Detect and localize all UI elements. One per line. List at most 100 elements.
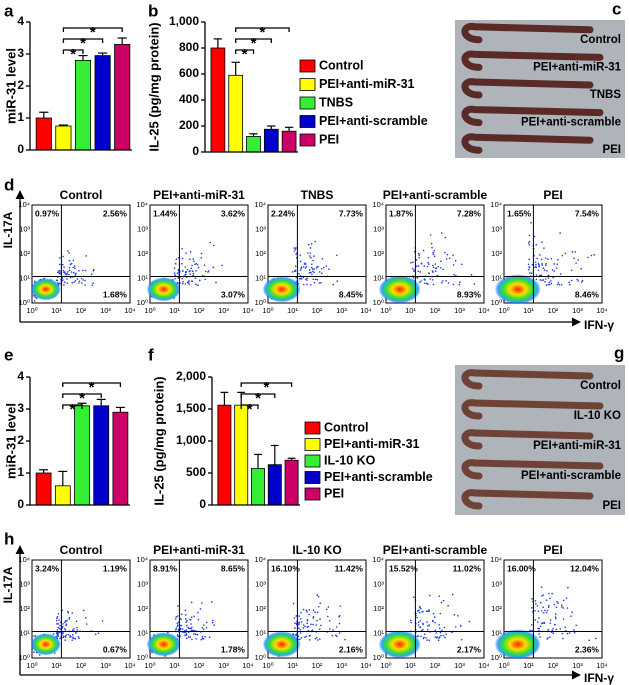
event-dot: [571, 251, 574, 253]
event-dot: [543, 247, 545, 249]
bar: [234, 404, 249, 506]
y-tick-label: 10³: [255, 224, 266, 233]
event-dot: [201, 635, 204, 638]
event-dot: [175, 616, 178, 618]
event-dot: [76, 626, 78, 629]
event-dot: [541, 264, 543, 266]
event-dot: [415, 265, 418, 268]
event-dot: [76, 629, 79, 631]
event-dot: [547, 277, 550, 279]
x-tick-label: 10²: [312, 306, 323, 315]
event-dot: [550, 282, 553, 285]
event-dot: [547, 628, 550, 631]
legend-swatch: [299, 96, 316, 110]
event-dot: [69, 263, 72, 266]
legend-label: PEI+anti-scramble: [319, 114, 428, 128]
bar: [74, 60, 92, 151]
x-tick-label: 10⁴: [124, 661, 136, 670]
event-dot: [207, 271, 209, 273]
event-dot: [336, 280, 339, 282]
event-dot: [189, 618, 191, 621]
event-dot: [77, 636, 80, 638]
y-tick-label: 10⁰: [137, 298, 148, 307]
event-dot: [570, 615, 572, 617]
event-dot: [413, 269, 415, 271]
event-dot: [546, 270, 548, 272]
y-tick-label: 10⁰: [255, 653, 266, 662]
event-dot: [202, 628, 205, 630]
event-dot: [64, 271, 66, 273]
event-dot: [300, 612, 302, 614]
y-tick-label: 10¹: [255, 273, 266, 282]
event-dot: [547, 606, 550, 609]
event-dot: [300, 267, 302, 270]
event-dot: [304, 625, 306, 628]
photo-label: PEI: [602, 144, 621, 156]
event-dot: [415, 259, 418, 261]
event-dot: [303, 263, 306, 265]
event-dot: [195, 283, 197, 286]
event-dot: [446, 253, 449, 256]
bar: [284, 459, 299, 506]
event-dot: [547, 258, 549, 261]
quadrant-upper-right: 1.19%: [103, 563, 128, 573]
event-dot: [434, 636, 437, 638]
x-tick-label: 10¹: [169, 306, 180, 315]
y-tick-label: 10¹: [255, 628, 266, 637]
significance-label: *: [69, 401, 75, 418]
event-dot: [459, 625, 462, 627]
event-dot: [538, 633, 540, 635]
event-dot: [409, 619, 412, 622]
y-tick-label: 10⁴: [18, 555, 30, 564]
event-dot: [62, 269, 65, 272]
event-dot: [587, 256, 589, 259]
event-dot: [176, 622, 179, 625]
event-dot: [82, 279, 84, 281]
bar: [94, 55, 111, 151]
y-tick-label: 10⁰: [373, 298, 384, 307]
event-dot: [194, 277, 197, 280]
event-dot: [65, 624, 67, 627]
event-dot: [78, 269, 80, 272]
event-dot: [207, 270, 210, 272]
photo-label: Control: [580, 34, 621, 46]
event-dot: [316, 594, 319, 596]
plot-title: Control: [60, 188, 103, 202]
x-tick-label: 10³: [336, 661, 347, 670]
colon-specimen: [461, 105, 604, 127]
event-dot: [417, 252, 420, 255]
event-dot: [57, 623, 60, 625]
event-dot: [74, 274, 77, 277]
event-dot: [66, 278, 68, 280]
x-tick-label: 10³: [572, 661, 583, 670]
event-dot: [336, 254, 338, 257]
event-dot: [328, 628, 331, 630]
event-dot: [308, 609, 311, 611]
event-dot: [534, 619, 537, 621]
event-dot: [528, 272, 531, 274]
event-dot: [320, 282, 322, 284]
event-dot: [527, 242, 530, 244]
event-dot: [424, 279, 426, 281]
event-dot: [436, 636, 438, 638]
event-dot: [420, 635, 422, 638]
event-dot: [561, 632, 564, 635]
event-dot: [314, 637, 317, 640]
x-tick-label: 10³: [336, 306, 347, 315]
event-dot: [212, 244, 215, 247]
x-tick-label: 10⁴: [360, 306, 372, 315]
event-dot: [205, 621, 208, 624]
event-dot: [201, 637, 204, 640]
event-dot: [199, 279, 201, 282]
event-dot: [427, 625, 429, 627]
event-dot: [314, 278, 317, 281]
event-dot: [58, 619, 60, 621]
event-dot: [326, 615, 329, 618]
event-dot: [539, 254, 541, 256]
event-dot: [423, 633, 426, 636]
event-dot: [177, 624, 179, 626]
legend-label: Control: [319, 58, 363, 72]
event-dot: [295, 622, 298, 625]
x-tick-label: 10¹: [405, 661, 416, 670]
y-tick-label: 4: [17, 369, 24, 383]
